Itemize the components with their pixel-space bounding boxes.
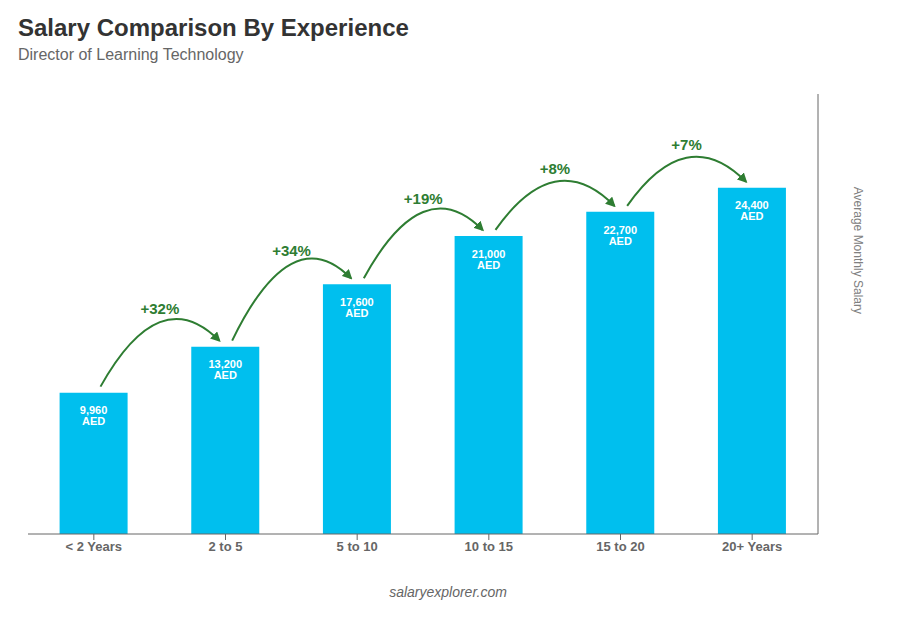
svg-text:+19%: +19% <box>404 190 443 207</box>
svg-text:13,200AED: 13,200AED <box>208 358 242 381</box>
html-text:Salary Comparison By Experienc: Salary Comparison By Experience <box>18 14 409 41</box>
svg-text:15 to 20: 15 to 20 <box>596 539 644 554</box>
html-text:salaryexplorer.com: salaryexplorer.com <box>389 584 507 600</box>
svg-text:20+ Years: 20+ Years <box>722 539 782 554</box>
svg-text:+34%: +34% <box>272 242 311 259</box>
svg-text:5 to 10: 5 to 10 <box>337 539 378 554</box>
svg-text:22,700AED: 22,700AED <box>603 224 637 247</box>
svg-text:+7%: +7% <box>671 136 701 153</box>
svg-text:Average Monthly Salary: Average Monthly Salary <box>851 187 865 314</box>
html-text:Director of Learning Technolog: Director of Learning Technology <box>18 46 244 63</box>
svg-text:21,000AED: 21,000AED <box>472 248 506 271</box>
svg-text:17,600AED: 17,600AED <box>340 296 374 319</box>
svg-text:9,960AED: 9,960AED <box>80 404 108 427</box>
svg-text:2 to 5: 2 to 5 <box>209 539 243 554</box>
svg-text:+32%: +32% <box>140 300 179 317</box>
svg-text:+8%: +8% <box>540 160 570 177</box>
svg-text:10 to 15: 10 to 15 <box>465 539 513 554</box>
svg-text:24,400AED: 24,400AED <box>735 199 769 222</box>
svg-text:< 2 Years: < 2 Years <box>66 539 123 554</box>
